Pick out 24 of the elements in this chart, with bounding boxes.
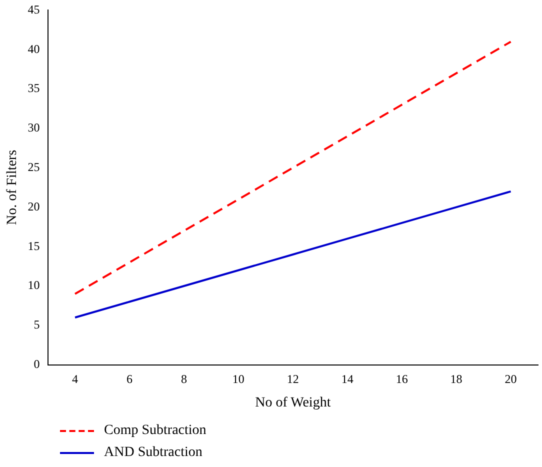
y-tick-label: 10 [28,278,40,292]
x-tick-label: 18 [450,372,462,386]
y-axis-title: No. of Filters [5,150,20,226]
x-tick-label: 8 [180,372,187,386]
y-tick-label: 30 [28,120,40,135]
y-tick-label: 35 [28,81,40,96]
y-tick-label: 15 [28,238,40,253]
x-axis-title: No of Weight [255,395,331,410]
legend-label: AND Subtraction [104,445,202,461]
x-tick-label: 10 [232,372,244,386]
x-tick-label: 16 [396,372,408,386]
x-tick-label: 20 [504,372,517,386]
x-tick-label: 4 [72,372,78,386]
x-tick-label: 12 [286,372,299,386]
y-tick-label: 5 [34,318,40,332]
line-series [74,40,512,295]
y-tick-label: 20 [28,199,40,214]
y-tick-label: 40 [28,42,40,56]
y-tick-label: 25 [28,160,40,174]
y-tick-label: 0 [34,356,40,371]
y-tick-label: 45 [28,2,40,16]
x-tick-label: 6 [126,372,132,386]
x-tick-label: 14 [341,372,354,386]
legend-label: Comp Subtraction [104,423,206,439]
